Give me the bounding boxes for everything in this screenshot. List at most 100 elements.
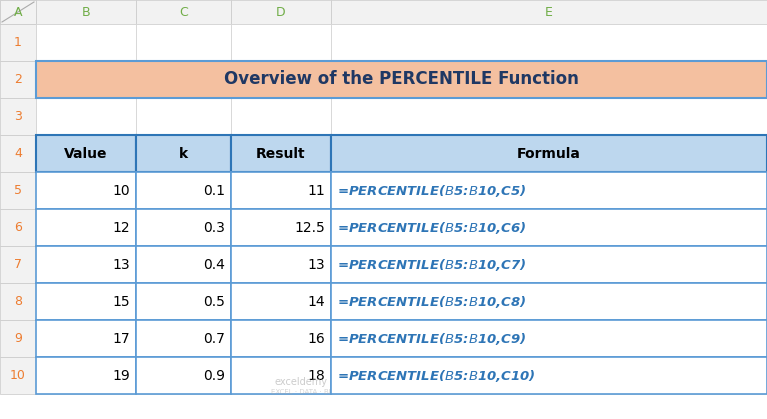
- Bar: [136, 135, 231, 172]
- Bar: [231, 320, 331, 357]
- Text: 19: 19: [112, 368, 130, 383]
- Bar: [231, 135, 331, 172]
- Bar: [231, 24, 331, 61]
- Text: C: C: [179, 5, 188, 18]
- Bar: [231, 283, 331, 320]
- Bar: [36, 98, 136, 135]
- Bar: [0, 246, 36, 283]
- Bar: [0, 98, 36, 135]
- Bar: [36, 61, 136, 98]
- Bar: [0, 24, 36, 61]
- Bar: [231, 61, 331, 98]
- Text: 7: 7: [14, 258, 22, 271]
- Text: 0.7: 0.7: [203, 331, 225, 346]
- Text: =PERCENTILE($B$5:$B$10,C7): =PERCENTILE($B$5:$B$10,C7): [337, 256, 526, 272]
- Bar: [0, 135, 36, 172]
- Bar: [231, 135, 331, 172]
- Text: 10: 10: [113, 184, 130, 197]
- Bar: [331, 283, 767, 320]
- Bar: [36, 246, 136, 283]
- Bar: [231, 320, 331, 357]
- Bar: [136, 24, 231, 61]
- Bar: [0, 0, 36, 24]
- Text: 8: 8: [14, 295, 22, 308]
- Bar: [36, 283, 136, 320]
- Bar: [136, 283, 231, 320]
- Bar: [36, 320, 136, 357]
- Bar: [36, 357, 136, 394]
- Bar: [0, 283, 36, 320]
- Bar: [136, 98, 231, 135]
- Bar: [36, 283, 136, 320]
- Text: 12: 12: [113, 220, 130, 235]
- Text: 9: 9: [14, 332, 22, 345]
- Bar: [36, 135, 136, 172]
- Bar: [36, 172, 136, 209]
- Text: =PERCENTILE($B$5:$B$10,C6): =PERCENTILE($B$5:$B$10,C6): [337, 220, 526, 235]
- Bar: [136, 283, 231, 320]
- Bar: [331, 209, 767, 246]
- Text: 1: 1: [14, 36, 22, 49]
- Bar: [331, 357, 767, 394]
- Text: 13: 13: [308, 258, 325, 272]
- Bar: [0, 0, 36, 24]
- Bar: [331, 357, 767, 394]
- Bar: [231, 98, 331, 135]
- Bar: [136, 246, 231, 283]
- Bar: [231, 172, 331, 209]
- Text: 0.4: 0.4: [203, 258, 225, 272]
- Bar: [331, 246, 767, 283]
- Bar: [36, 246, 136, 283]
- Text: 0.3: 0.3: [203, 220, 225, 235]
- Bar: [36, 135, 136, 172]
- Bar: [36, 24, 136, 61]
- Bar: [231, 357, 331, 394]
- Bar: [331, 320, 767, 357]
- Text: A: A: [14, 5, 22, 18]
- Bar: [36, 61, 767, 98]
- Bar: [136, 320, 231, 357]
- Bar: [231, 172, 331, 209]
- Text: =PERCENTILE($B$5:$B$10,C10): =PERCENTILE($B$5:$B$10,C10): [337, 367, 535, 383]
- Bar: [136, 209, 231, 246]
- Text: 18: 18: [308, 368, 325, 383]
- Text: 5: 5: [14, 184, 22, 197]
- Text: 0.5: 0.5: [203, 295, 225, 308]
- Text: 16: 16: [308, 331, 325, 346]
- Bar: [231, 209, 331, 246]
- Bar: [36, 209, 136, 246]
- Text: B: B: [82, 5, 91, 18]
- Bar: [0, 209, 36, 246]
- Text: EXCEL · DATA · BI: EXCEL · DATA · BI: [271, 388, 331, 395]
- Bar: [36, 172, 136, 209]
- Text: 12.5: 12.5: [295, 220, 325, 235]
- Bar: [0, 61, 36, 98]
- Text: 10: 10: [10, 369, 26, 382]
- Bar: [136, 357, 231, 394]
- Bar: [331, 135, 767, 172]
- Bar: [331, 172, 767, 209]
- Text: 2: 2: [14, 73, 22, 86]
- Bar: [36, 320, 136, 357]
- Text: =PERCENTILE($B$5:$B$10,C8): =PERCENTILE($B$5:$B$10,C8): [337, 293, 526, 310]
- Bar: [331, 246, 767, 283]
- Bar: [331, 98, 767, 135]
- Bar: [331, 172, 767, 209]
- Bar: [331, 24, 767, 61]
- Text: =PERCENTILE($B$5:$B$10,C9): =PERCENTILE($B$5:$B$10,C9): [337, 331, 526, 347]
- Text: E: E: [545, 5, 553, 18]
- Text: 0.9: 0.9: [203, 368, 225, 383]
- Bar: [136, 135, 231, 172]
- Bar: [136, 61, 231, 98]
- Text: 11: 11: [308, 184, 325, 197]
- Bar: [36, 357, 136, 394]
- Text: 13: 13: [113, 258, 130, 272]
- Text: k: k: [179, 147, 188, 160]
- Bar: [231, 283, 331, 320]
- Bar: [231, 209, 331, 246]
- Text: 6: 6: [14, 221, 22, 234]
- Bar: [136, 320, 231, 357]
- Text: 17: 17: [113, 331, 130, 346]
- Bar: [136, 246, 231, 283]
- Bar: [231, 0, 331, 24]
